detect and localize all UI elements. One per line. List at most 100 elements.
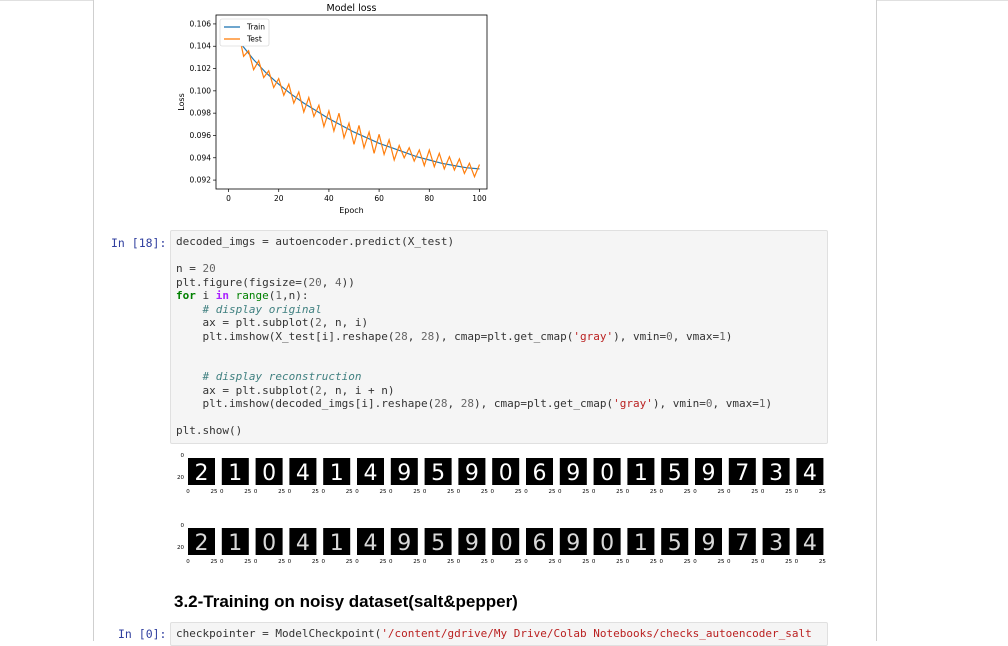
digit-glyph: 5 <box>668 461 682 486</box>
x-tick-label: 25 <box>413 559 420 565</box>
digit-glyph: 1 <box>228 531 242 556</box>
digit-glyph: 9 <box>566 531 580 556</box>
loss-chart: Model loss 0 20 40 60 80 100 0.092 0.094 0.096 0.0… <box>177 3 488 215</box>
x-tick-label: 0 <box>288 489 292 495</box>
section-heading: 3.2-Training on noisy dataset(salt&peppe… <box>174 592 518 611</box>
y-tick-label: 0.092 <box>190 176 212 185</box>
x-tick-label: 25 <box>211 489 218 495</box>
digit-image <box>728 528 756 555</box>
digit-image <box>762 458 790 485</box>
x-tick-label: 0 <box>226 194 231 203</box>
x-tick-label: 0 <box>592 559 596 565</box>
x-tick-label: 20 <box>274 194 284 203</box>
digit-glyph: 0 <box>600 531 614 556</box>
digit-glyph: 7 <box>735 531 749 556</box>
digit-image <box>661 458 689 485</box>
x-tick-label: 0 <box>592 489 596 495</box>
y-tick-label: 0.094 <box>190 153 212 162</box>
x-tick-label: 25 <box>718 559 725 565</box>
x-tick-label: 0 <box>321 489 325 495</box>
x-tick-label: 25 <box>447 559 454 565</box>
digit-glyph: 9 <box>465 531 479 556</box>
x-tick-label: 0 <box>457 489 461 495</box>
x-tick-label: 0 <box>355 489 359 495</box>
digit-glyph: 1 <box>634 531 648 556</box>
series-line-test <box>227 20 481 179</box>
digit-image <box>762 528 790 555</box>
x-tick-label: 25 <box>244 489 251 495</box>
x-tick-label: 0 <box>186 489 190 495</box>
y-tick-label: 0.098 <box>190 109 212 118</box>
digit-glyph: 4 <box>803 461 817 486</box>
digit-image <box>661 528 689 555</box>
cell-prompt: In [18]: <box>111 236 167 250</box>
x-tick-label: 0 <box>659 489 663 495</box>
code-editor[interactable]: checkpointer = ModelCheckpoint('/content… <box>176 627 812 640</box>
x-tick-label: 25 <box>549 559 556 565</box>
x-tick-label: 0 <box>355 559 359 565</box>
x-axis-label: Epoch <box>339 206 364 215</box>
digit-glyph: 3 <box>769 531 783 556</box>
digit-image <box>255 528 283 555</box>
x-tick-label: 25 <box>380 489 387 495</box>
digit-glyph: 4 <box>296 461 310 486</box>
x-tick-label: 0 <box>186 559 190 565</box>
x-tick-label: 60 <box>374 194 384 203</box>
x-tick-label: 25 <box>684 489 691 495</box>
digit-glyph: 0 <box>600 461 614 486</box>
x-tick-label: 0 <box>659 559 663 565</box>
x-tick-label: 0 <box>795 489 799 495</box>
x-tick-label: 0 <box>795 559 799 565</box>
x-tick-label: 0 <box>288 559 292 565</box>
x-tick-label: 0 <box>389 489 393 495</box>
digit-image <box>796 458 824 485</box>
x-tick-label: 25 <box>211 559 218 565</box>
legend-label: Train <box>246 23 265 32</box>
digit-glyph: 2 <box>195 461 209 486</box>
digit-glyph: 3 <box>769 461 783 486</box>
digit-image <box>424 458 452 485</box>
x-tick-label: 0 <box>558 489 562 495</box>
digit-glyph: 1 <box>634 461 648 486</box>
digit-glyph: 9 <box>465 461 479 486</box>
x-tick-label: 0 <box>727 489 731 495</box>
x-tick-label: 0 <box>626 559 630 565</box>
digit-glyph: 5 <box>431 531 445 556</box>
digit-glyph: 2 <box>195 531 209 556</box>
x-tick-label: 25 <box>312 489 319 495</box>
x-tick-label: 25 <box>312 559 319 565</box>
x-tick-label: 25 <box>751 559 758 565</box>
digit-image <box>559 528 587 555</box>
y-tick-label: 0.106 <box>190 19 212 28</box>
y-tick-label: 0.104 <box>190 42 212 51</box>
x-tick-label: 0 <box>524 559 528 565</box>
code-cell-next[interactable]: checkpointer = ModelCheckpoint('/content… <box>170 622 828 646</box>
digit-image <box>492 528 520 555</box>
code-editor[interactable]: decoded_imgs = autoencoder.predict(X_tes… <box>176 235 773 437</box>
x-tick-label: 25 <box>413 489 420 495</box>
chart-title: Model loss <box>327 3 377 14</box>
x-tick-label: 0 <box>423 559 427 565</box>
y-tick-label: 0.096 <box>190 131 212 140</box>
y-tick-label: 0 <box>181 453 185 459</box>
x-tick-label: 25 <box>278 489 285 495</box>
y-tick-label: 20 <box>177 545 184 551</box>
digit-image <box>255 458 283 485</box>
x-tick-label: 40 <box>324 194 334 203</box>
y-tick-label: 20 <box>177 475 184 481</box>
digit-image <box>593 528 621 555</box>
x-tick-label: 0 <box>321 559 325 565</box>
x-tick-label: 0 <box>220 559 224 565</box>
digit-glyph: 5 <box>668 531 682 556</box>
digit-glyph: 0 <box>499 461 513 486</box>
digit-image <box>323 458 351 485</box>
digit-image <box>526 458 553 485</box>
digit-glyph: 0 <box>262 461 276 486</box>
code-cell-18[interactable]: decoded_imgs = autoencoder.predict(X_tes… <box>170 230 828 444</box>
digit-glyph: 4 <box>803 531 817 556</box>
x-tick-label: 25 <box>447 489 454 495</box>
digit-glyph: 1 <box>228 461 242 486</box>
x-tick-label: 25 <box>380 559 387 565</box>
digit-glyph: 6 <box>533 531 547 556</box>
